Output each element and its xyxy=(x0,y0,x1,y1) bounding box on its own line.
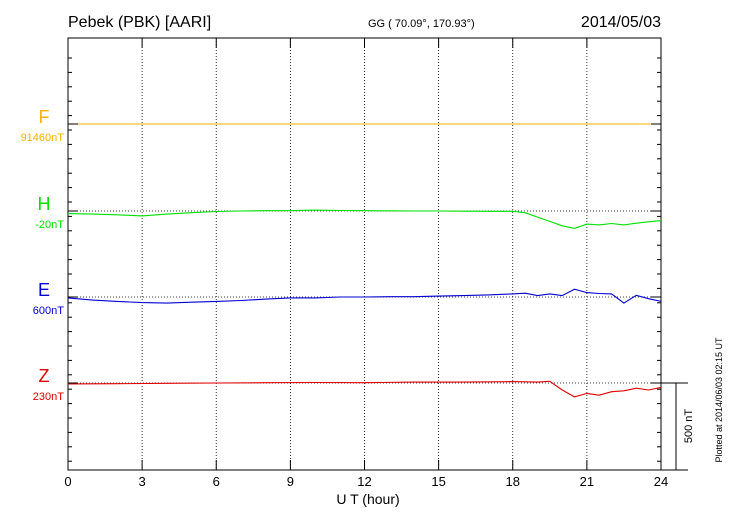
coordinates-label: GG ( 70.09°, 170.93°) xyxy=(368,18,475,30)
series-baseline-f: 91460nT xyxy=(21,132,65,144)
series-name-f: F xyxy=(39,107,50,127)
x-tick-label: 15 xyxy=(431,474,445,489)
x-tick-label: 21 xyxy=(580,474,594,489)
series-baseline-e: 600nT xyxy=(33,305,64,317)
plotted-timestamp: Plotted at 2014/06/03 02:15 UT xyxy=(714,337,724,463)
station-title: Pebek (PBK) [AARI] xyxy=(68,14,211,31)
series-name-z: Z xyxy=(39,366,50,386)
series-line-h xyxy=(67,209,662,229)
x-tick-label: 6 xyxy=(213,474,220,489)
series-line-z xyxy=(67,380,662,398)
x-tick-label: 0 xyxy=(64,474,71,489)
series-line-e xyxy=(67,288,662,304)
x-tick-label: 9 xyxy=(287,474,294,489)
series-baseline-h: -20nT xyxy=(35,219,64,231)
x-tick-label: 24 xyxy=(654,474,668,489)
scale-bar-label: 500 nT xyxy=(683,409,695,444)
series-baseline-z: 230nT xyxy=(33,391,64,403)
x-tick-label: 3 xyxy=(139,474,146,489)
x-tick-label: 12 xyxy=(357,474,371,489)
x-axis-label: U T (hour) xyxy=(336,491,399,507)
x-tick-label: 18 xyxy=(506,474,520,489)
series-name-e: E xyxy=(38,280,50,300)
date-label: 2014/05/03 xyxy=(581,14,661,31)
series-name-h: H xyxy=(38,194,51,214)
